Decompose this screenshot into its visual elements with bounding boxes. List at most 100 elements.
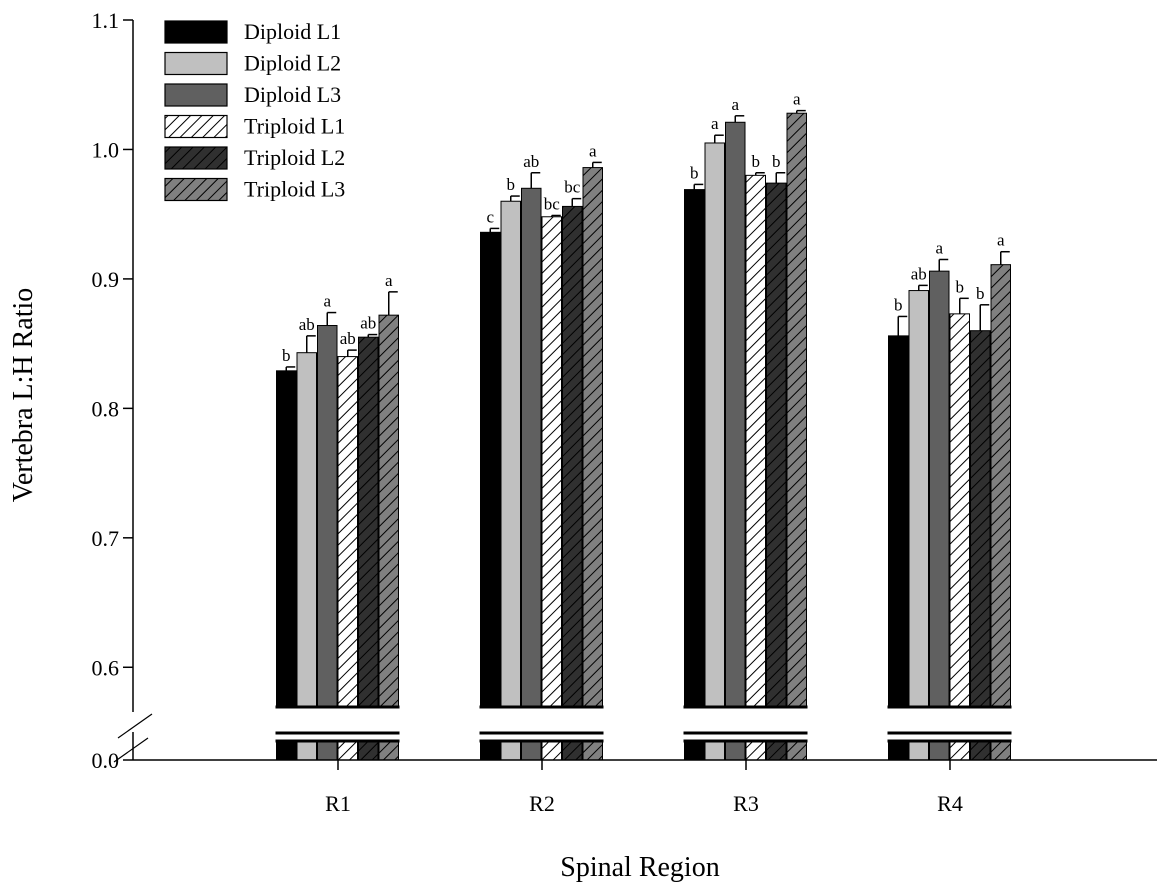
bar-diploid-l1-r2 [480, 231, 501, 708]
bar-stub [541, 740, 562, 761]
bar-stub [908, 740, 929, 761]
bar-diploid-l2-r2 [500, 200, 521, 708]
bar-stub [582, 740, 603, 761]
significance-label: ab [911, 264, 927, 283]
bar-stub [337, 740, 358, 761]
axis-break-gap [887, 707, 1012, 733]
significance-label: b [752, 152, 761, 171]
legend-swatch [164, 177, 228, 202]
y-tick-label: 0.8 [92, 396, 120, 421]
significance-label: b [282, 346, 291, 365]
y-tick-label: 0.0 [92, 748, 120, 773]
y-tick-label: 1.0 [92, 137, 120, 162]
bar-stub [296, 740, 317, 761]
bar-diploid-l2-r3 [704, 142, 725, 708]
bar-stub [970, 740, 991, 761]
bar-stub [766, 740, 787, 761]
bar-stub [500, 740, 521, 761]
y-tick-label: 1.1 [92, 8, 120, 33]
x-tick-label: R4 [937, 791, 963, 816]
axis-break-gap [887, 733, 1012, 741]
bar-triploid-l3-r1 [378, 314, 399, 708]
legend-label: Diploid L1 [244, 19, 341, 44]
bar-stub [521, 740, 542, 761]
significance-label: bc [564, 178, 581, 197]
x-tick-label: R2 [529, 791, 555, 816]
bar-diploid-l2-r4 [908, 290, 929, 708]
x-tick-label: R3 [733, 791, 759, 816]
significance-label: ab [523, 152, 539, 171]
legend-swatch [164, 114, 228, 139]
bar-diploid-l1-r1 [276, 370, 297, 708]
bar-diploid-l3-r1 [317, 325, 338, 708]
bar-stub [684, 740, 705, 761]
bar-stub [725, 740, 746, 761]
bar-triploid-l2-r3 [766, 182, 787, 708]
significance-label: c [486, 207, 494, 226]
legend-label: Triploid L1 [244, 114, 345, 139]
significance-label: ab [360, 314, 376, 333]
axis-break-mark [113, 737, 149, 763]
bar-stub [888, 740, 909, 761]
significance-label: a [935, 238, 943, 257]
legend-label: Triploid L3 [244, 177, 345, 202]
bar-triploid-l3-r2 [582, 167, 603, 708]
axis-break-gap [479, 707, 604, 733]
bar-triploid-l1-r2 [541, 216, 562, 708]
bar-diploid-l1-r3 [684, 189, 705, 708]
significance-label: a [997, 231, 1005, 250]
significance-label: b [507, 175, 516, 194]
bar-stub [990, 740, 1011, 761]
significance-label: b [894, 295, 903, 314]
bar-stub [949, 740, 970, 761]
axis-break-gap [479, 733, 604, 741]
bar-triploid-l2-r4 [970, 330, 991, 708]
bar-triploid-l3-r4 [990, 264, 1011, 708]
axis-break-mark [117, 713, 153, 739]
bar-triploid-l1-r3 [745, 174, 766, 708]
bar-diploid-l3-r3 [725, 121, 746, 708]
significance-label: ab [340, 329, 356, 348]
significance-label: b [956, 277, 965, 296]
legend-label: Diploid L2 [244, 51, 341, 76]
bar-stub [358, 740, 379, 761]
axis-break-gap [683, 733, 808, 741]
legend-label: Diploid L3 [244, 82, 341, 107]
bar-stub [276, 740, 297, 761]
bar-triploid-l1-r1 [337, 356, 358, 708]
x-axis-title: Spinal Region [560, 852, 719, 883]
axis-break-gap [275, 707, 400, 733]
bar-diploid-l1-r4 [888, 335, 909, 708]
legend-swatch [164, 146, 228, 170]
significance-label: bc [544, 194, 561, 213]
axis-break-gap [275, 733, 400, 741]
y-tick-label: 0.6 [92, 655, 120, 680]
significance-label: a [711, 114, 719, 133]
y-tick-label: 0.7 [92, 526, 120, 551]
legend-swatch [164, 83, 228, 107]
y-tick-label: 0.9 [92, 267, 120, 292]
bar-diploid-l3-r4 [929, 270, 950, 708]
bar-triploid-l2-r1 [358, 336, 379, 708]
bar-diploid-l3-r2 [521, 187, 542, 708]
bar-stub [745, 740, 766, 761]
bar-triploid-l2-r2 [562, 205, 583, 708]
bar-stub [378, 740, 399, 761]
y-axis-title: Vertebra L:H Ratio [8, 288, 39, 503]
legend-label: Triploid L2 [244, 145, 345, 170]
significance-label: b [690, 163, 699, 182]
bar-diploid-l2-r1 [296, 352, 317, 708]
bar-stub [480, 740, 501, 761]
legend-swatch [164, 51, 228, 76]
bar-stub [704, 740, 725, 761]
bar-stub [929, 740, 950, 761]
significance-label: a [323, 292, 331, 311]
x-tick-label: R1 [325, 791, 351, 816]
significance-label: a [589, 141, 597, 160]
significance-label: b [772, 152, 781, 171]
significance-label: a [731, 95, 739, 114]
significance-label: ab [299, 315, 315, 334]
bar-stub [562, 740, 583, 761]
bar-triploid-l3-r3 [786, 112, 807, 708]
